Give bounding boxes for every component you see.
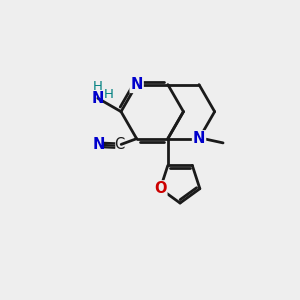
Text: O: O [154,181,167,196]
Text: H: H [93,80,103,93]
Text: H: H [104,88,114,101]
Text: N: N [193,131,205,146]
Text: N: N [93,137,105,152]
Text: C: C [114,137,124,152]
Text: N: N [130,77,143,92]
Text: N: N [92,91,104,106]
